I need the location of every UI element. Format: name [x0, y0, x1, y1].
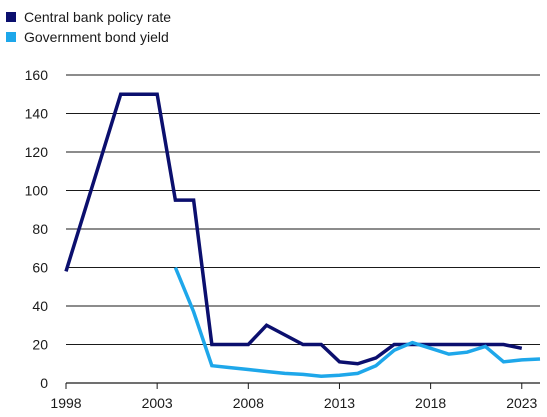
- legend-item: Central bank policy rate: [6, 9, 171, 25]
- y-tick-label: 100: [25, 183, 49, 199]
- legend-label: Government bond yield: [24, 29, 169, 45]
- y-tick-label: 0: [40, 375, 48, 391]
- y-tick-label: 60: [32, 260, 48, 276]
- x-axis: 1998 2003 2008 2013 2018 2023: [50, 382, 540, 411]
- y-tick-label: 160: [25, 67, 49, 83]
- x-tick-label: 2013: [324, 395, 355, 411]
- x-tick-label: 2008: [233, 395, 264, 411]
- series-line: [64, 92, 523, 366]
- y-tick-label: 80: [32, 221, 48, 237]
- x-tick-label: 2023: [506, 395, 537, 411]
- grid-lines: [66, 74, 540, 345]
- y-tick-label: 20: [32, 337, 48, 353]
- y-tick-label: 140: [25, 106, 49, 122]
- legend-swatch: [6, 12, 16, 22]
- legend-label: Central bank policy rate: [24, 9, 171, 25]
- y-axis-ticks: 0 20 40 60 80 100 120 140 160: [25, 67, 49, 391]
- x-tick-label: 2003: [142, 395, 173, 411]
- y-tick-label: 120: [25, 144, 49, 160]
- legend-swatch: [6, 32, 16, 42]
- legend: Central bank policy rate Government bond …: [6, 9, 171, 45]
- series-line: [173, 266, 541, 379]
- y-tick-label: 40: [32, 298, 48, 314]
- x-tick-label: 1998: [50, 395, 81, 411]
- series-lines: [64, 92, 541, 379]
- legend-item: Government bond yield: [6, 29, 169, 45]
- x-tick-label: 2018: [415, 395, 446, 411]
